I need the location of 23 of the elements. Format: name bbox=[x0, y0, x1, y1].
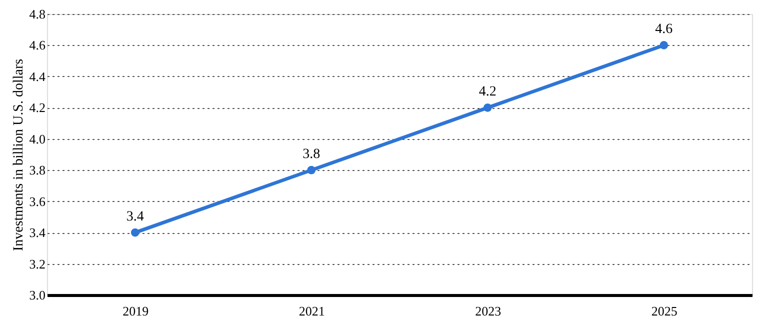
y-axis-title: Investments in billion U.S. dollars bbox=[11, 58, 26, 252]
data-label: 4.2 bbox=[478, 84, 496, 100]
x-tick-label: 2021 bbox=[298, 304, 325, 318]
x-tick-label: 2023 bbox=[475, 304, 502, 318]
point bbox=[307, 166, 316, 174]
y-tick-label: 4.4 bbox=[29, 68, 46, 84]
y-tick-label: 3.6 bbox=[29, 194, 46, 209]
data-label: 3.8 bbox=[302, 147, 320, 162]
data-label: 3.4 bbox=[126, 210, 144, 225]
y-tick-label: 4.6 bbox=[29, 38, 46, 53]
y-tick-label: 3.0 bbox=[29, 288, 46, 302]
y-tick-label: 4.0 bbox=[29, 131, 46, 146]
y-tick-label: 3.2 bbox=[29, 256, 46, 272]
x-tick-label: 2019 bbox=[122, 304, 149, 318]
y-tick-label: 4.2 bbox=[29, 100, 46, 116]
y-tick-label: 3.4 bbox=[29, 225, 46, 240]
point bbox=[660, 41, 668, 50]
x-tick-label: 2025 bbox=[651, 304, 678, 318]
y-tick-label: 3.8 bbox=[29, 162, 46, 178]
data-label: 4.6 bbox=[655, 22, 673, 38]
point bbox=[130, 228, 140, 237]
point bbox=[483, 103, 492, 112]
y-tick-label: 4.8 bbox=[29, 6, 46, 22]
